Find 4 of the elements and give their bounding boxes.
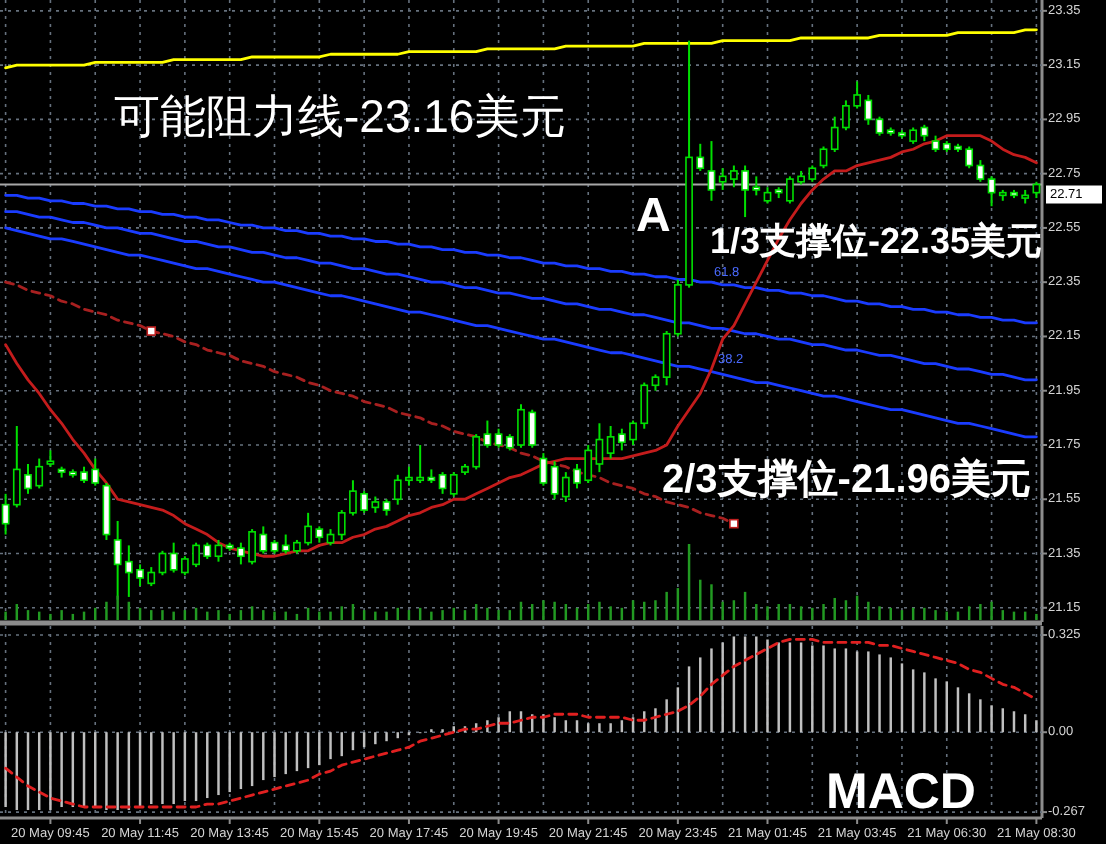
annotation: 可能阻力线-23.16美元 [114,90,567,142]
annotation: 2/3支撑位-21.96美元 [662,456,1032,502]
annotation: A [636,189,671,243]
annotation: MACD [826,764,976,820]
